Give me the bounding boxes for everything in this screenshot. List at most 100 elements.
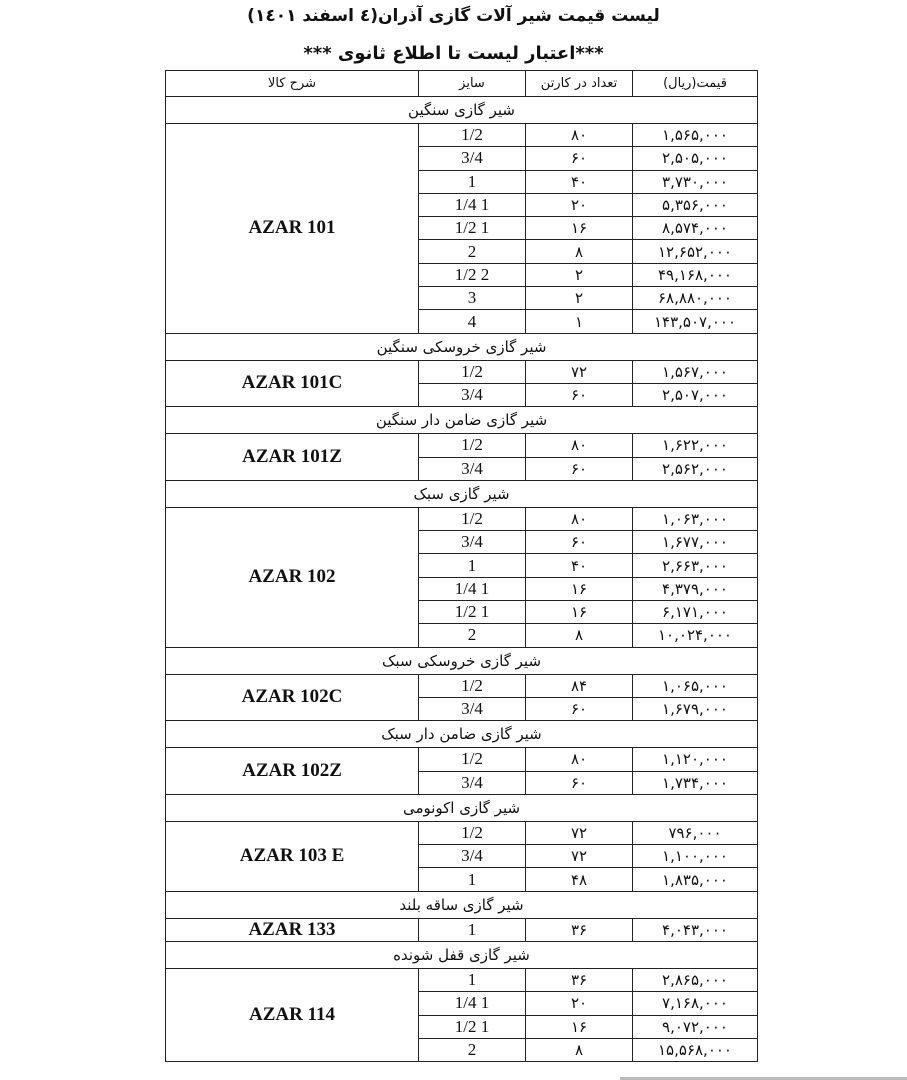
document-title: لیست قیمت شیر آلات گازی آذران(٤ اسفند ١٤… bbox=[247, 6, 660, 26]
table-row: ۱,۶۷۷,۰۰۰ ۶۰ 3/4 bbox=[166, 530, 758, 555]
size-cell: 3/4 bbox=[418, 530, 526, 555]
price-cell: ۱۴۳,۵۰۷,۰۰۰ bbox=[632, 309, 758, 334]
count-cell: ۱۶ bbox=[525, 600, 633, 625]
size-cell: 1/2 bbox=[418, 433, 526, 458]
section-header-row: شیر گازی سبک bbox=[165, 479, 758, 508]
price-cell: ۱۲,۶۵۲,۰۰۰ bbox=[632, 239, 758, 264]
table-row: ۱,۰۶۳,۰۰۰ ۸۰ 1/2 AZAR 102 bbox=[165, 506, 758, 648]
table-row: ۱,۱۰۰,۰۰۰ ۷۲ 3/4 bbox=[166, 844, 758, 869]
count-cell: ۸۴ bbox=[525, 673, 633, 698]
price-cell: ۱,۵۶۷,۰۰۰ bbox=[632, 359, 758, 384]
price-cell: ۲,۵۶۲,۰۰۰ bbox=[632, 456, 758, 481]
section-title: شیر گازی خروسکی سبک bbox=[165, 646, 758, 675]
model-cell: AZAR 101 bbox=[165, 123, 419, 334]
price-cell: ۷,۱۶۸,۰۰۰ bbox=[632, 991, 758, 1016]
count-cell: ۸۰ bbox=[525, 747, 633, 772]
price-cell: ۷۹۶,۰۰۰ bbox=[632, 820, 758, 846]
count-cell: ۳۶ bbox=[525, 968, 633, 993]
price-cell: ۴,۰۴۳,۰۰۰ bbox=[632, 917, 758, 943]
size-cell: 1 1/4 bbox=[418, 192, 526, 218]
section-header-row: شیر گازی ساقه بلند bbox=[165, 890, 758, 919]
size-cell: 1/2 bbox=[418, 359, 526, 384]
section-title: شیر گازی قفل شونده bbox=[165, 941, 758, 970]
model-cell: AZAR 102 bbox=[165, 506, 419, 648]
section-title: شیر گازی خروسکی سنگین bbox=[165, 332, 758, 361]
section-header-row: شیر گازی قفل شونده bbox=[165, 941, 758, 970]
count-cell: ۱۶ bbox=[525, 576, 633, 602]
count-cell: ۸ bbox=[525, 239, 633, 264]
table-row: ۱,۸۳۵,۰۰۰ ۴۸ 1 bbox=[166, 867, 758, 892]
price-cell: ۶,۱۷۱,۰۰۰ bbox=[632, 600, 758, 625]
validity-note: ***اعتبار لیست تا اطلاع ثانوی *** bbox=[303, 43, 604, 64]
price-cell: ۹,۰۷۲,۰۰۰ bbox=[632, 1014, 758, 1039]
count-cell: ۲ bbox=[525, 286, 633, 311]
price-cell: ۱,۱۰۰,۰۰۰ bbox=[632, 844, 758, 869]
header-row: قیمت(ریال) تعداد در کارتن سایز شرح کالا bbox=[165, 70, 758, 97]
size-cell: 3/4 bbox=[418, 770, 526, 795]
price-cell: ۶۸,۸۸۰,۰۰۰ bbox=[632, 286, 758, 311]
price-cell: ۱,۰۶۳,۰۰۰ bbox=[632, 506, 758, 532]
scrollbar bbox=[620, 1077, 907, 1080]
table-row: ۷۹۶,۰۰۰ ۷۲ 1/2 AZAR 103 E bbox=[165, 820, 758, 892]
count-cell: ۴۸ bbox=[525, 867, 633, 892]
price-cell: ۱,۶۷۷,۰۰۰ bbox=[632, 530, 758, 555]
size-cell: 1 1/2 bbox=[418, 216, 526, 241]
model-cell: AZAR 103 E bbox=[165, 820, 419, 892]
section-title: شیر گازی سبک bbox=[165, 479, 758, 508]
section-header-row: شیر گازی اکونومی bbox=[165, 793, 758, 822]
count-cell: ۴۰ bbox=[525, 553, 633, 578]
table-row: ۲,۶۶۳,۰۰۰ ۴۰ 1 bbox=[166, 553, 758, 578]
price-cell: ۱۰,۰۲۴,۰۰۰ bbox=[632, 623, 758, 648]
section-title: شیر گازی ساقه بلند bbox=[165, 890, 758, 919]
size-cell: 1 1/4 bbox=[418, 576, 526, 602]
count-cell: ۸۰ bbox=[525, 433, 633, 458]
count-cell: ۳۶ bbox=[525, 917, 633, 943]
size-cell: 1/2 bbox=[418, 506, 526, 532]
price-cell: ۸,۵۷۴,۰۰۰ bbox=[632, 216, 758, 241]
model-cell: AZAR 101Z bbox=[165, 433, 419, 481]
header-price: قیمت(ریال) bbox=[632, 70, 758, 97]
size-cell: 4 bbox=[418, 309, 526, 334]
section-title: شیر گازی ضامن دار سنگین bbox=[165, 406, 758, 435]
table-row: ۱,۰۶۵,۰۰۰ ۸۴ 1/2 AZAR 102C bbox=[165, 673, 758, 722]
model-cell: AZAR 133 bbox=[165, 917, 419, 943]
count-cell: ۶۰ bbox=[525, 382, 633, 408]
count-cell: ۷۲ bbox=[525, 359, 633, 384]
header-count: تعداد در کارتن bbox=[525, 70, 633, 97]
size-cell: 2 bbox=[418, 239, 526, 264]
count-cell: ۶۰ bbox=[525, 696, 633, 722]
price-cell: ۲,۵۰۵,۰۰۰ bbox=[632, 146, 758, 171]
size-cell: 1/2 bbox=[418, 747, 526, 772]
table-row: ۴,۳۷۹,۰۰۰ ۱۶ 1 1/4 bbox=[166, 576, 758, 602]
price-cell: ۱,۷۳۴,۰۰۰ bbox=[632, 770, 758, 795]
table-row: ۴,۰۴۳,۰۰۰ ۳۶ 1 AZAR 133 bbox=[165, 917, 758, 943]
table-row: ۴۹,۱۶۸,۰۰۰ ۲ 2 1/2 bbox=[166, 262, 758, 288]
count-cell: ۷۲ bbox=[525, 844, 633, 869]
section-header-row: شیر گازی ضامن دار سنگین bbox=[165, 406, 758, 435]
price-cell: ۴۹,۱۶۸,۰۰۰ bbox=[632, 262, 758, 288]
table-row: ۱,۵۶۷,۰۰۰ ۷۲ 1/2 AZAR 101C bbox=[165, 359, 758, 408]
table-row: ۵,۳۵۶,۰۰۰ ۲۰ 1 1/4 bbox=[166, 192, 758, 218]
count-cell: ۶۰ bbox=[525, 146, 633, 171]
size-cell: 3/4 bbox=[418, 844, 526, 869]
count-cell: ۸۰ bbox=[525, 122, 633, 148]
size-cell: 2 bbox=[418, 623, 526, 648]
count-cell: ۱ bbox=[525, 309, 633, 334]
count-cell: ۸۰ bbox=[525, 506, 633, 532]
size-cell: 2 1/2 bbox=[418, 262, 526, 288]
table-row: ۹,۰۷۲,۰۰۰ ۱۶ 1 1/2 bbox=[166, 1014, 758, 1039]
size-cell: 1 bbox=[418, 968, 526, 993]
section-header-row: شیر گازی سنگین bbox=[165, 96, 758, 124]
table-row: ۶۸,۸۸۰,۰۰۰ ۲ 3 bbox=[166, 286, 758, 311]
table-row: ۱,۱۲۰,۰۰۰ ۸۰ 1/2 AZAR 102Z bbox=[165, 747, 758, 795]
table-row: ۱,۶۷۹,۰۰۰ ۶۰ 3/4 bbox=[166, 696, 758, 722]
size-cell: 1/2 bbox=[418, 820, 526, 846]
price-cell: ۱,۶۷۹,۰۰۰ bbox=[632, 696, 758, 722]
table-row: ۲,۵۶۲,۰۰۰ ۶۰ 3/4 bbox=[166, 456, 758, 481]
size-cell: 1/2 bbox=[418, 122, 526, 148]
size-cell: 1 bbox=[418, 169, 526, 194]
price-cell: ۲,۵۰۷,۰۰۰ bbox=[632, 382, 758, 408]
section-title: شیر گازی اکونومی bbox=[165, 793, 758, 822]
size-cell: 3 bbox=[418, 286, 526, 311]
section-header-row: شیر گازی ضامن دار سبک bbox=[165, 720, 758, 749]
